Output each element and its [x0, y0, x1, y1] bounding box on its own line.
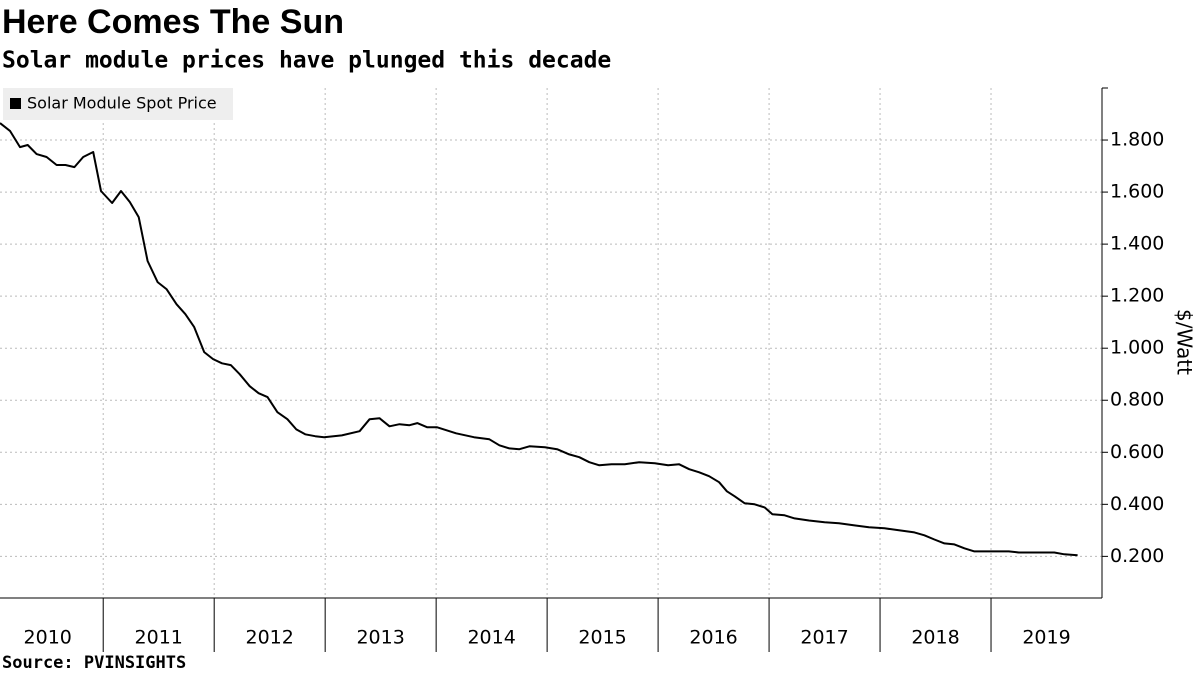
legend-label: Solar Module Spot Price [27, 94, 217, 113]
chart-subtitle: Solar module prices have plunged this de… [2, 48, 611, 74]
x-tick-label: 2018 [911, 627, 959, 649]
y-tick-label: 1.400 [1110, 233, 1164, 255]
y-tick-label: 1.000 [1110, 337, 1164, 359]
x-tick-label: 2015 [578, 627, 626, 649]
x-tick-label: 2016 [689, 627, 737, 649]
legend-swatch [10, 98, 21, 109]
x-tick-label: 2017 [800, 627, 848, 649]
y-tick-label: 1.600 [1110, 181, 1164, 203]
x-tick-label: 2011 [135, 627, 183, 649]
series-line [0, 122, 1078, 557]
y-tick-label: 1.800 [1110, 129, 1164, 151]
legend-box [3, 88, 233, 120]
x-tick-label: 2012 [245, 627, 293, 649]
y-tick-label: 0.200 [1110, 545, 1164, 567]
source-note: Source: PVINSIGHTS [2, 653, 186, 673]
y-tick-label: 0.600 [1110, 441, 1164, 463]
y-tick-label: 0.800 [1110, 389, 1164, 411]
x-tick-label: 2019 [1022, 627, 1070, 649]
x-tick-label: 2013 [356, 627, 404, 649]
y-axis-label: $/Watt [1173, 309, 1197, 375]
chart-title: Here Comes The Sun [2, 3, 344, 41]
y-tick-label: 1.200 [1110, 285, 1164, 307]
y-tick-label: 0.400 [1110, 493, 1164, 515]
x-tick-label: 2014 [467, 627, 515, 649]
x-tick-label: 2010 [24, 627, 72, 649]
